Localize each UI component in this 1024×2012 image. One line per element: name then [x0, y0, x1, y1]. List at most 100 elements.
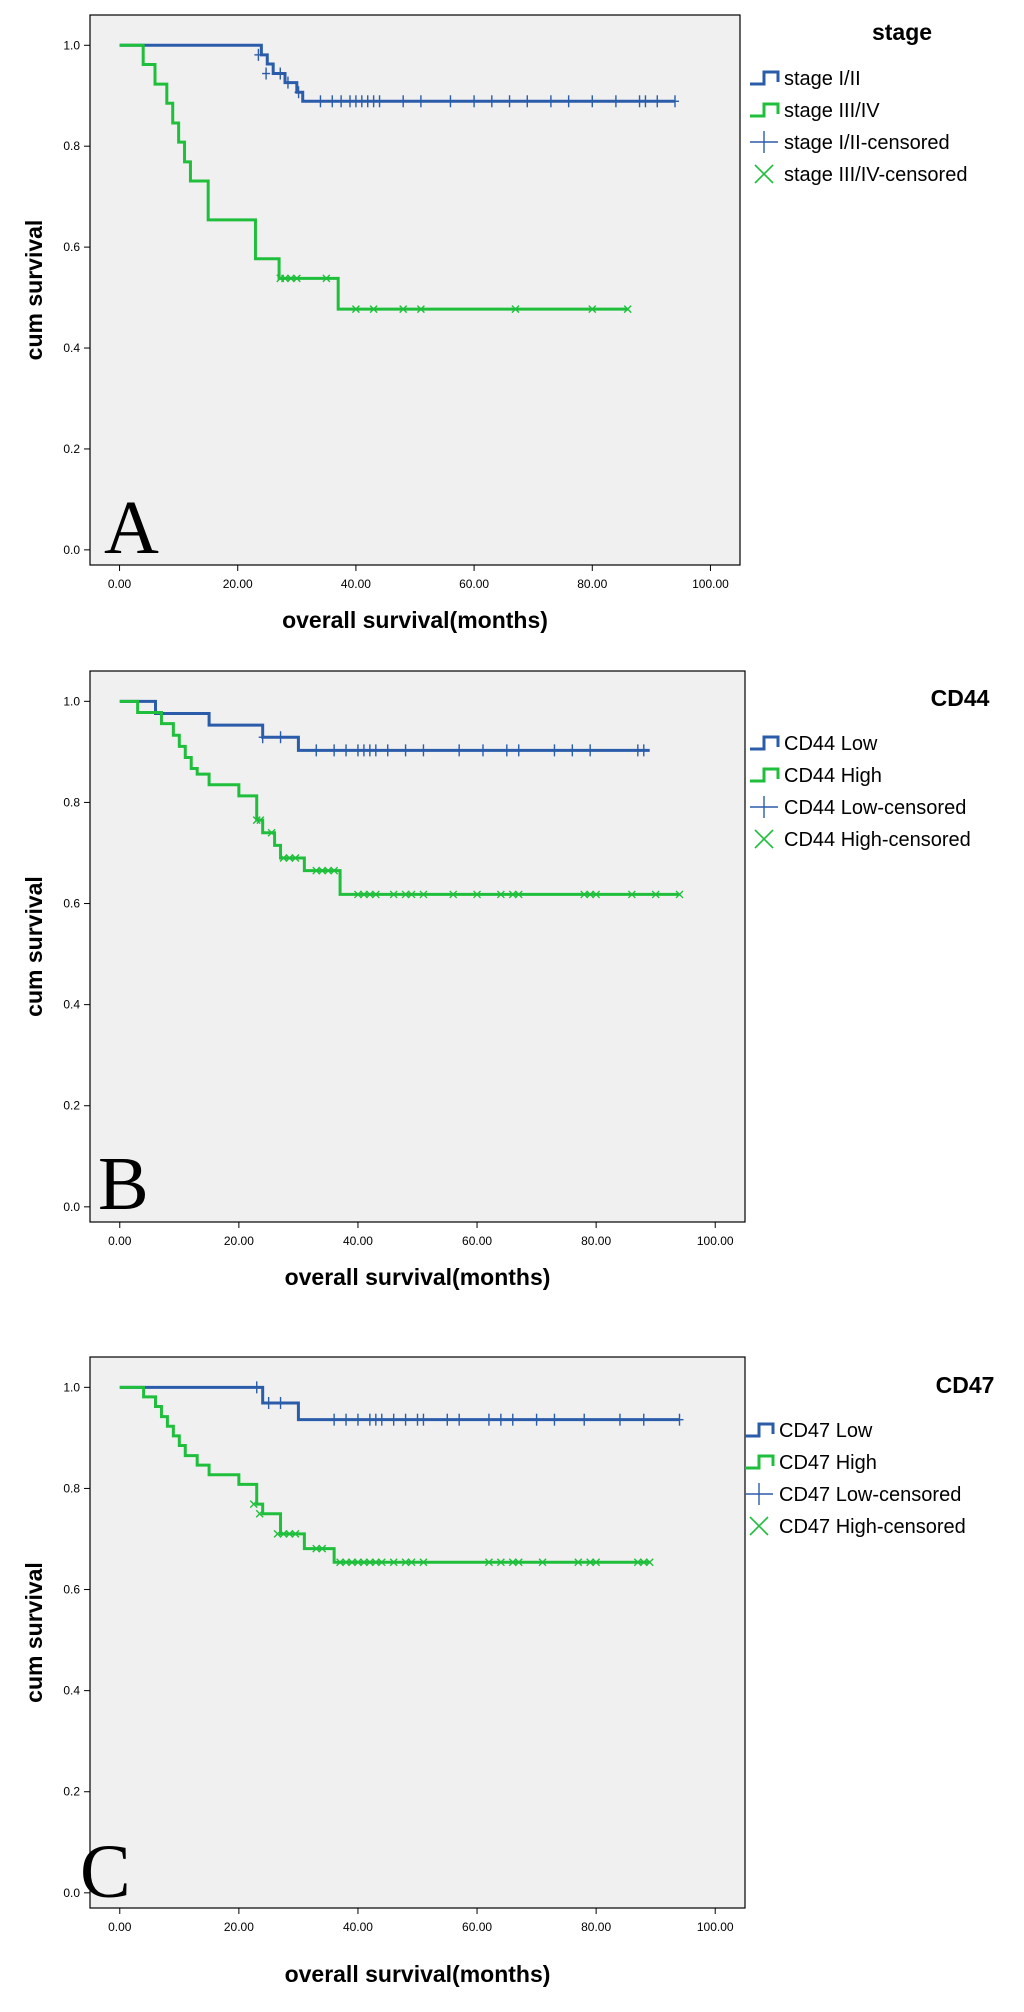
- censor-x-mark: [285, 1529, 294, 1538]
- censor-x-mark: [365, 890, 374, 899]
- censor-x-mark: [279, 1529, 288, 1538]
- y-tick-label: 0.2: [63, 1099, 80, 1113]
- censor-x-mark: [419, 890, 428, 899]
- x-tick-label: 100.00: [692, 577, 729, 591]
- censor-plus-mark: [377, 1413, 386, 1426]
- x-tick-label: 100.00: [697, 1234, 734, 1248]
- censor-plus-mark: [671, 95, 679, 108]
- x-tick-label: 40.00: [343, 1234, 373, 1248]
- y-tick-label: 0.6: [63, 897, 80, 911]
- legend-item: CD44 Low: [750, 733, 878, 755]
- legend-label: CD47 Low-censored: [779, 1484, 961, 1506]
- censor-x-mark: [353, 1558, 362, 1567]
- censor-x-mark: [351, 305, 360, 314]
- y-axis-title: cum survival: [21, 876, 47, 1017]
- x-tick-label: 40.00: [343, 1920, 373, 1934]
- censor-x-mark: [285, 854, 294, 863]
- legend-title: CD47: [936, 1372, 995, 1398]
- censor-plus-mark: [470, 95, 479, 108]
- censor-plus-mark: [330, 1413, 339, 1426]
- legend-item: CD47 Low-censored: [745, 1483, 961, 1506]
- censor-plus-mark: [550, 1413, 559, 1426]
- x-tick-label: 60.00: [459, 577, 489, 591]
- y-tick-label: 0.4: [63, 998, 80, 1012]
- legend-item: CD44 High: [750, 765, 882, 787]
- legend-item: stage I/II-censored: [750, 131, 950, 154]
- censor-plus-mark: [496, 1413, 505, 1426]
- x-tick-label: 20.00: [224, 1920, 254, 1934]
- censor-plus-mark: [641, 95, 650, 108]
- censor-x-mark: [580, 890, 589, 899]
- legend-label: CD47 High-censored: [779, 1516, 966, 1538]
- censor-x-mark: [353, 890, 362, 899]
- x-axis-title: overall survival(months): [285, 1961, 551, 1987]
- censor-x-mark: [399, 305, 408, 314]
- censor-plus-mark: [546, 95, 555, 108]
- x-tick-label: 0.00: [108, 577, 132, 591]
- censor-x-mark: [407, 1558, 416, 1567]
- km-curve-stage-iii-iv: [119, 43, 628, 311]
- censor-x-mark: [359, 1558, 368, 1567]
- censor-x-mark: [291, 1529, 300, 1538]
- legend-step-icon: [745, 1454, 775, 1470]
- legend-item: stage III/IV-censored: [754, 164, 967, 186]
- censor-x-mark: [371, 1558, 380, 1567]
- censor-x-mark: [256, 816, 265, 825]
- y-axis-title: cum survival: [21, 1562, 47, 1703]
- censor-plus-mark: [399, 95, 408, 108]
- censor-x-mark: [675, 890, 684, 899]
- censor-x-mark: [365, 1558, 374, 1567]
- censor-plus-mark: [443, 1413, 452, 1426]
- censor-x-mark: [291, 854, 300, 863]
- censor-x-mark: [514, 1558, 523, 1567]
- legend-item: CD47 High: [745, 1452, 877, 1474]
- censor-plus-mark: [508, 1413, 517, 1426]
- y-tick-label: 0.8: [63, 795, 80, 809]
- legend-plus-icon: [750, 131, 778, 153]
- censor-plus-mark: [568, 744, 577, 757]
- panel-letter: C: [80, 1830, 131, 1914]
- y-tick-label: 0.8: [63, 139, 80, 153]
- censor-x-mark: [401, 890, 410, 899]
- legend-item: stage I/II: [750, 68, 861, 90]
- censor-x-mark: [651, 890, 660, 899]
- legend-label: stage III/IV-censored: [784, 164, 967, 186]
- legend-item: CD44 Low-censored: [750, 796, 966, 819]
- censor-plus-mark: [419, 744, 428, 757]
- x-tick-label: 100.00: [697, 1920, 734, 1934]
- legend-step-icon: [750, 70, 780, 86]
- censor-plus-mark: [401, 744, 410, 757]
- panel-letter: A: [104, 486, 159, 570]
- censor-plus-mark: [564, 95, 573, 108]
- censor-plus-mark: [276, 1397, 285, 1410]
- plot-area: [89, 670, 746, 1223]
- legend-step-icon: [745, 1422, 775, 1438]
- legend-step-icon: [750, 102, 780, 118]
- censor-x-mark: [267, 828, 276, 837]
- x-tick-label: 60.00: [462, 1234, 492, 1248]
- censor-plus-mark: [484, 1413, 493, 1426]
- censor-plus-mark: [615, 1413, 624, 1426]
- censor-plus-mark: [455, 1413, 464, 1426]
- censor-x-mark: [389, 890, 398, 899]
- legend-title: stage: [872, 19, 932, 45]
- censor-plus-mark: [479, 744, 487, 757]
- legend-label: stage I/II: [784, 68, 861, 90]
- censor-x-mark: [496, 890, 505, 899]
- censor-x-mark: [312, 1544, 321, 1553]
- censor-plus-mark: [312, 744, 321, 757]
- censor-x-mark: [401, 1558, 410, 1567]
- y-axis-title: cum survival: [21, 220, 47, 361]
- x-tick-label: 20.00: [224, 1234, 254, 1248]
- y-tick-label: 0.4: [63, 341, 80, 355]
- censor-plus-mark: [383, 744, 392, 757]
- censor-x-mark: [592, 1558, 601, 1567]
- x-axis-title: overall survival(months): [285, 1264, 551, 1290]
- x-tick-label: 60.00: [462, 1920, 492, 1934]
- censor-plus-mark: [375, 95, 384, 108]
- censor-x-mark: [336, 1558, 345, 1567]
- censor-plus-mark: [328, 95, 337, 108]
- censor-x-mark: [312, 866, 321, 875]
- censor-plus-mark: [419, 1413, 428, 1426]
